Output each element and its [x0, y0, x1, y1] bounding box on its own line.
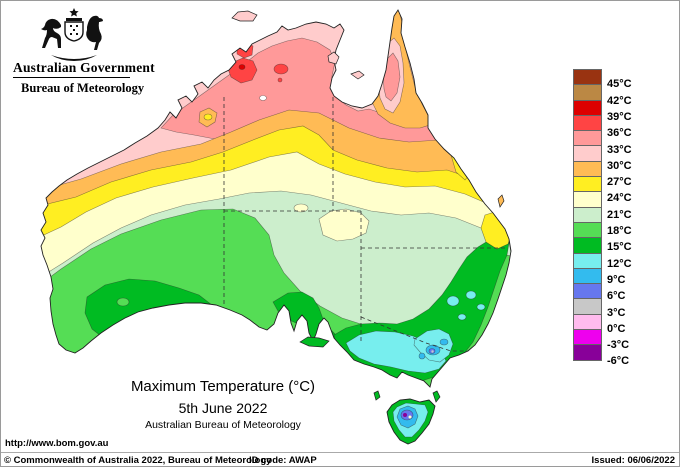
legend-label: 3°C: [607, 306, 626, 319]
legend-color-block: [573, 221, 602, 239]
legend-color-block: [573, 267, 602, 285]
legend: 45°C 42°C 39°C 36°C 33°C 30°C 27°C 24°C 21°C 18°C…: [573, 69, 658, 367]
legend-color-block: [573, 69, 602, 86]
map-title-block: Maximum Temperature (°C) 5th June 2022 A…: [73, 378, 373, 431]
map-spot: [456, 126, 464, 132]
coat-of-arms: [41, 8, 103, 61]
groote-eylandt: [327, 51, 340, 65]
legend-color-block: [573, 99, 602, 116]
legend-color-block: [573, 114, 602, 132]
legend-color-block: [573, 130, 602, 147]
legend-color-block: [573, 206, 602, 223]
id-code-text: ID code: AWAP: [249, 455, 317, 466]
legend-color-block: [573, 344, 602, 361]
map-region-9-12: [476, 303, 486, 311]
legend-label: 42°C: [607, 94, 632, 107]
fraser-island: [497, 194, 505, 208]
bureau-title: Bureau of Meteorology: [21, 81, 145, 95]
legend-label: 12°C: [607, 257, 632, 270]
map-region-9-12: [457, 313, 467, 321]
legend-color-block: [573, 329, 602, 346]
legend-label: 6°C: [607, 290, 626, 303]
king-island: [373, 390, 381, 401]
legend-color-block: [573, 283, 602, 300]
map-region-nt-36-39: [227, 57, 258, 84]
wattle-wreath-icon: [51, 55, 97, 61]
map-region-kimberley-24-27: [203, 113, 213, 121]
shield-icon: [64, 21, 84, 42]
map-region-nt-36-39: [277, 77, 283, 83]
legend-label: 24°C: [607, 192, 632, 205]
legend-color-block: [573, 160, 602, 178]
map-region-9-12: [446, 295, 460, 307]
legend-label: 30°C: [607, 159, 632, 172]
map-region-9-12: [319, 328, 327, 338]
map-region-sw-wa-hole: [116, 297, 130, 307]
legend-color-block: [573, 252, 602, 269]
map-region-9-12: [465, 290, 477, 300]
legend-label: 33°C: [607, 143, 632, 156]
mornington-island: [350, 70, 365, 80]
tas-region-dot: [408, 415, 412, 419]
melville-island: [231, 10, 258, 22]
state-borders: [223, 97, 506, 352]
map-region-nt-36-39: [273, 63, 289, 75]
legend-label: 39°C: [607, 110, 632, 123]
legend-color-block: [573, 84, 602, 101]
mainland-coastline: [40, 9, 512, 388]
legend-label: 15°C: [607, 241, 632, 254]
government-title: Australian Government: [13, 60, 155, 75]
legend-label: 36°C: [607, 127, 632, 140]
legend-label: 27°C: [607, 176, 632, 189]
map-region-0-3: [431, 350, 434, 353]
map-region-nt-36-39: [236, 41, 254, 59]
legend-color-block: [573, 298, 602, 315]
footer-divider: [1, 452, 679, 453]
legend-color-block: [573, 237, 602, 254]
legend-label: 21°C: [607, 208, 632, 221]
map-lake: [259, 95, 267, 101]
map-region-lake-eyre-21-24: [318, 208, 370, 242]
header-divider: [13, 77, 130, 78]
kangaroo-icon: [41, 18, 61, 48]
map-region-6-9: [439, 338, 449, 346]
islands: [231, 10, 505, 403]
flinders-island: [432, 390, 441, 403]
map-spot: [459, 156, 465, 162]
legend-color-block: [573, 313, 602, 331]
legend-label: -6°C: [607, 355, 630, 368]
legend-color-block: [573, 191, 602, 208]
copyright-text: © Commonwealth of Australia 2022, Bureau…: [4, 455, 272, 466]
legend-label: 9°C: [607, 273, 626, 286]
legend-label: 18°C: [607, 225, 632, 237]
kangaroo-island: [299, 336, 330, 348]
legend-label: -3°C: [607, 339, 630, 352]
bom-url-link[interactable]: http://www.bom.gov.au: [5, 438, 109, 449]
commonwealth-star-icon: [69, 8, 79, 17]
map-date: 5th June 2022: [178, 400, 268, 416]
emu-icon: [86, 15, 103, 50]
legend-color-block: [573, 145, 602, 162]
legend-color-block: [573, 176, 602, 193]
legend-label: 45°C: [607, 78, 632, 91]
tas-region-below-minus6: [403, 413, 407, 417]
map-region-nt-39-42: [238, 64, 246, 70]
map-region-21-24: [293, 203, 309, 213]
map-org: Australian Bureau of Meteorology: [145, 419, 301, 431]
tasmania-fills: [387, 399, 435, 444]
tasmania-coastline: [386, 398, 436, 445]
map-title: Maximum Temperature (°C): [130, 378, 316, 395]
legend-label: 0°C: [607, 322, 626, 335]
issued-text: Issued: 06/06/2022: [591, 455, 675, 466]
border-nsw-vic: [360, 316, 473, 352]
map-region-6-9: [418, 352, 426, 360]
